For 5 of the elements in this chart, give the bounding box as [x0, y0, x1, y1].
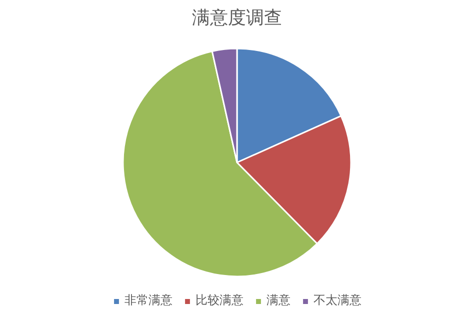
legend-label: 非常满意 — [124, 292, 172, 309]
legend-label: 比较满意 — [196, 292, 244, 309]
legend-label: 满意 — [266, 292, 290, 309]
legend-label: 不太满意 — [314, 292, 362, 309]
chart-title: 满意度调查 — [192, 8, 282, 28]
